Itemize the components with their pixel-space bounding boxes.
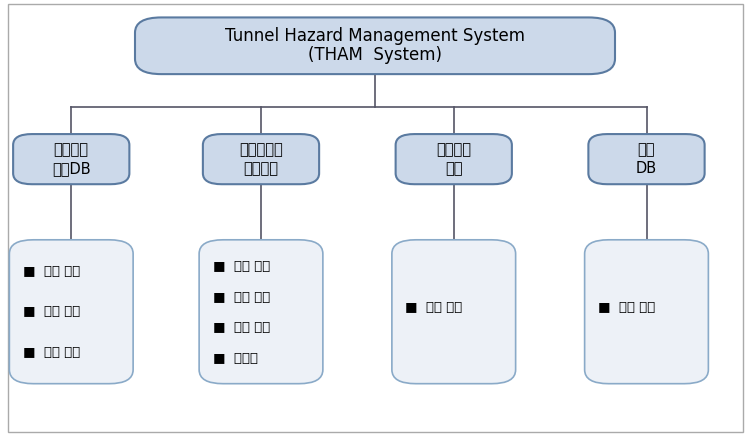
FancyBboxPatch shape — [199, 240, 322, 384]
Text: ■  자료 입력: ■ 자료 입력 — [213, 260, 270, 273]
Text: (THAM  System): (THAM System) — [308, 46, 442, 65]
Text: ■  자료 열람: ■ 자료 열람 — [22, 265, 80, 278]
FancyBboxPatch shape — [13, 134, 129, 184]
Text: 사례DB: 사례DB — [52, 161, 91, 176]
FancyBboxPatch shape — [585, 240, 708, 384]
FancyBboxPatch shape — [588, 134, 705, 184]
Text: 시공정보: 시공정보 — [436, 142, 471, 157]
FancyBboxPatch shape — [135, 17, 615, 74]
FancyBboxPatch shape — [396, 134, 512, 184]
FancyBboxPatch shape — [392, 240, 516, 384]
Text: 관리: 관리 — [445, 161, 463, 176]
Text: ■  자료 입력: ■ 자료 입력 — [22, 346, 80, 359]
Text: ■  자료 검색: ■ 자료 검색 — [22, 305, 80, 318]
Text: DB: DB — [636, 161, 657, 176]
Text: Tunnel Hazard Management System: Tunnel Hazard Management System — [225, 27, 525, 45]
Text: 지수관리: 지수관리 — [244, 161, 278, 176]
Text: ■  자료 입력: ■ 자료 입력 — [405, 301, 463, 314]
Text: ■  자료 검색: ■ 자료 검색 — [213, 321, 270, 334]
Text: ■  평가 결과: ■ 평가 결과 — [213, 291, 270, 303]
FancyBboxPatch shape — [202, 134, 320, 184]
Text: 터널붕괴: 터널붕괴 — [54, 142, 88, 157]
Text: 계측: 계측 — [638, 142, 656, 157]
Text: ■  보고서: ■ 보고서 — [213, 352, 258, 364]
Text: 터널위험도: 터널위험도 — [239, 142, 283, 157]
FancyBboxPatch shape — [9, 240, 134, 384]
Text: ■  계측 자료: ■ 계측 자료 — [598, 301, 656, 314]
